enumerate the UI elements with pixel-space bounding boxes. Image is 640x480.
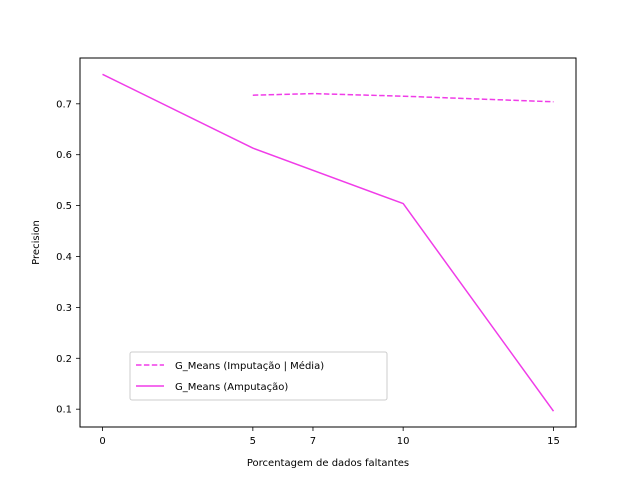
plot-area <box>79 57 577 428</box>
series-layer <box>102 73 555 412</box>
y-tick-label: 0.7 <box>56 99 72 110</box>
y-axis: 0.1 0.2 0.3 0.4 0.5 0.6 0.7 <box>56 99 80 416</box>
legend: G_Means (Imputação | Média) G_Means (Amp… <box>129 351 388 401</box>
x-tick-label: 5 <box>250 436 256 447</box>
legend-label-amputacao: G_Means (Amputação) <box>175 382 288 393</box>
legend-label-imputacao: G_Means (Imputação | Média) <box>175 360 324 372</box>
y-tick-label: 0.3 <box>56 303 72 314</box>
y-tick-label: 0.4 <box>56 252 72 263</box>
plot-frame <box>79 57 577 428</box>
y-axis-title: Precision <box>31 220 42 265</box>
x-axis: 0 5 7 10 15 <box>99 427 560 447</box>
x-tick-label: 15 <box>547 436 560 447</box>
y-tick-label: 0.2 <box>56 354 72 365</box>
series-line-amputacao <box>102 73 555 412</box>
x-axis-title: Porcentagem de dados faltantes <box>247 458 409 469</box>
x-tick-label: 0 <box>99 436 105 447</box>
y-tick-label: 0.1 <box>56 405 72 416</box>
series-line-imputacao-media <box>252 92 554 103</box>
y-tick-label: 0.5 <box>56 201 72 212</box>
legend-box <box>129 351 388 401</box>
x-tick-label: 10 <box>397 436 410 447</box>
x-tick-label: 7 <box>310 436 316 447</box>
y-tick-label: 0.6 <box>56 150 72 161</box>
